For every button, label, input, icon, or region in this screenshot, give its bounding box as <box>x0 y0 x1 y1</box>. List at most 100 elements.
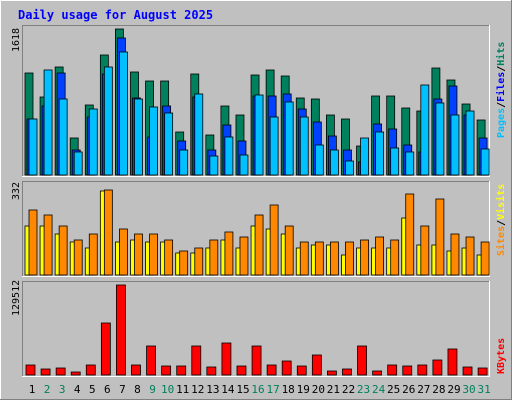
x-tick-label: 18 <box>282 383 295 396</box>
bar-kbytes <box>236 365 247 376</box>
bar-sites <box>58 225 68 276</box>
bar-pages <box>209 155 219 176</box>
bar-pages <box>314 144 324 176</box>
bar-kbytes <box>402 365 413 376</box>
panel-kbytes <box>22 281 490 377</box>
bar-pages <box>375 131 385 176</box>
x-tick-label: 20 <box>312 383 325 396</box>
bar-sites <box>480 241 490 276</box>
bar-sites <box>405 193 415 276</box>
bar-kbytes <box>477 367 488 376</box>
x-tick-label: 19 <box>297 383 310 396</box>
bar-pages <box>164 112 174 176</box>
bar-kbytes <box>251 345 262 376</box>
bar-pages <box>119 51 128 176</box>
bar-kbytes <box>311 354 322 376</box>
bar-sites <box>179 250 189 276</box>
bar-kbytes <box>85 364 96 376</box>
bar-kbytes <box>116 284 126 376</box>
x-tick-label: 9 <box>149 383 156 396</box>
bar-sites <box>345 241 354 276</box>
x-tick-label: 3 <box>59 383 66 396</box>
bar-pages <box>28 118 38 176</box>
x-tick-label: 13 <box>206 383 219 396</box>
bar-sites <box>134 233 143 276</box>
bar-pages <box>345 160 354 176</box>
x-tick-label: 8 <box>134 383 141 396</box>
bar-kbytes <box>206 366 217 376</box>
bar-pages <box>179 149 189 176</box>
x-tick-label: 22 <box>342 383 355 396</box>
x-tick-label: 2 <box>44 383 51 396</box>
legend-label: Sites <box>495 226 507 256</box>
bar-kbytes <box>281 360 292 376</box>
x-tick-label: 17 <box>266 383 279 396</box>
bar-kbytes <box>342 368 352 376</box>
x-tick-label: 14 <box>221 383 235 396</box>
x-tick-label: 16 <box>251 383 264 396</box>
legend-label: Visits <box>495 184 507 220</box>
bar-sites <box>465 236 475 276</box>
bar-kbytes <box>70 371 81 376</box>
x-tick-label: 7 <box>119 383 126 396</box>
bar-pages <box>239 154 249 176</box>
bar-pages <box>480 148 490 176</box>
x-axis-day-labels: 1 2 3 4 5 6 7 8 9 10 11 12 13 14 15 16 17 18 19 20 21 22 23 24 2… <box>29 383 491 396</box>
bar-kbytes <box>326 370 337 376</box>
bar-sites <box>88 233 98 276</box>
bar-kbytes <box>146 345 156 376</box>
legend-pages-files-hits: Pages/Files/Hits <box>495 42 507 138</box>
panel-visits-sites <box>22 181 490 277</box>
legend-kbytes: KBytes <box>496 338 507 374</box>
bar-pages <box>405 151 415 176</box>
bar-pages <box>134 98 143 176</box>
bar-kbytes <box>191 345 202 376</box>
bar-pages <box>284 101 294 176</box>
bar-sites <box>239 236 249 276</box>
x-tick-label: 30 <box>462 383 475 396</box>
bar-sites <box>209 239 219 276</box>
x-tick-label: 21 <box>327 383 340 396</box>
bar-kbytes <box>100 322 111 376</box>
bar-pages <box>299 116 309 176</box>
bar-sites <box>420 225 430 276</box>
bar-kbytes <box>296 365 307 376</box>
bar-sites <box>119 228 128 276</box>
bar-kbytes <box>40 368 51 376</box>
bar-kbytes <box>55 367 66 376</box>
bar-kbytes <box>432 359 443 376</box>
x-tick-label: 27 <box>417 383 430 396</box>
legend-label: / <box>496 220 507 226</box>
bar-sites <box>435 198 445 276</box>
bar-sites <box>269 204 279 276</box>
axis-max-hits: 1618 <box>11 28 22 52</box>
bar-pages <box>435 102 445 176</box>
x-tick-label: 6 <box>104 383 111 396</box>
bar-sites <box>103 189 113 276</box>
x-tick-label: 4 <box>74 383 81 396</box>
bar-sites <box>28 209 38 276</box>
bar-sites <box>164 239 174 276</box>
bar-pages <box>88 108 98 176</box>
bar-pages <box>390 147 400 176</box>
legend-sites-visits: Sites/Visits <box>495 184 507 256</box>
x-tick-label: 24 <box>372 383 386 396</box>
bar-sites <box>194 247 204 276</box>
x-tick-label: 11 <box>176 383 189 396</box>
bar-sites <box>360 239 369 276</box>
x-tick-label: 31 <box>477 383 490 396</box>
bar-sites <box>329 241 339 276</box>
bar-sites <box>375 236 385 276</box>
bar-kbytes <box>357 345 367 376</box>
bar-pages <box>420 84 430 176</box>
x-tick-label: 15 <box>236 383 249 396</box>
legend-label: KBytes <box>496 338 507 374</box>
bar-pages <box>465 110 475 176</box>
axis-max-visits: 332 <box>11 182 22 200</box>
x-tick-label: 26 <box>402 383 415 396</box>
bar-kbytes <box>266 364 277 376</box>
bar-pages <box>149 106 158 176</box>
bar-sites <box>254 214 264 276</box>
bar-pages <box>43 69 53 176</box>
axis-max-kbytes: 129512 <box>11 280 22 316</box>
